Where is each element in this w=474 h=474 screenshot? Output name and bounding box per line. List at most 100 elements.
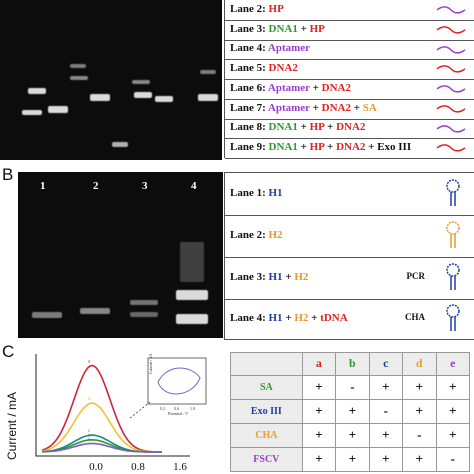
exo-iii-icon: [436, 144, 466, 152]
gel-image-b: 1 2 3 4: [18, 172, 223, 338]
legend-row: Lane 3: H1 + H2 PCR: [225, 257, 474, 300]
y-axis-label: Current / mA: [5, 392, 19, 460]
hp-icon: [436, 6, 466, 14]
aptamer-dna2-icon: [436, 85, 466, 93]
table-cell: -: [402, 422, 437, 448]
legend-text-segment: DNA2: [268, 62, 298, 75]
hairpin-icon: [446, 221, 460, 248]
legend-text-segment: P: [277, 2, 284, 15]
series-label: b: [88, 434, 91, 439]
series-label: e: [88, 438, 91, 443]
panel-letter-b: B: [2, 165, 14, 184]
inset-pointer: [129, 401, 151, 419]
table-cell: +: [435, 398, 470, 424]
legend-text-segment: DNA1: [268, 121, 298, 134]
dna1-hp-dna2-icon: [436, 124, 466, 133]
legend-text-segment: +: [309, 81, 322, 94]
hairpin-icon: [446, 263, 460, 290]
legend-text-segment: +: [282, 271, 295, 283]
legend-text-segment: Lane 3:: [230, 271, 269, 283]
series-label: c: [88, 429, 91, 434]
chart-axes: [35, 354, 190, 457]
table-cell: -: [435, 446, 470, 473]
lane-number: 3: [142, 180, 148, 192]
inset-xtick: 0.6: [174, 406, 179, 411]
legend-text-segment: H1: [268, 271, 283, 283]
legend-text-segment: +: [351, 101, 363, 114]
column-header: d: [402, 352, 437, 376]
lane-number: 2: [93, 180, 99, 192]
legend-text-segment: +: [324, 141, 337, 154]
table-cell: +: [301, 374, 337, 400]
gel-band: [176, 290, 208, 300]
lane-number: 4: [191, 180, 197, 192]
table-row: CHA + + + - +: [230, 422, 470, 448]
inset-xlabel: Potential / V: [168, 411, 188, 416]
row-label: SA: [230, 374, 303, 400]
legend-text-segment: Lane 4:: [230, 312, 269, 324]
x-tick-label: 1.6: [173, 461, 187, 473]
legend-row: Lane 5: DNA2: [225, 59, 474, 80]
column-header: a: [301, 352, 337, 376]
legend-text-segment: Aptamer: [267, 42, 311, 55]
legend-text-segment: DNA1: [268, 22, 298, 35]
gel-band: [155, 96, 173, 102]
legend-text-segment: H2: [294, 312, 309, 324]
gel-band: [80, 308, 110, 314]
series-line-a: [41, 364, 163, 453]
gel-band: [130, 312, 158, 317]
table-cell: -: [368, 398, 404, 424]
table-cell: +: [335, 446, 370, 473]
x-tick-label: 0.8: [131, 461, 145, 473]
legend-text-segment: DNA2: [336, 121, 366, 134]
row-label: FSCV: [230, 446, 303, 473]
legend-text-segment: HP: [309, 22, 325, 35]
legend-text-segment: Lane 5:: [230, 62, 269, 75]
legend-text-segment: H1: [268, 312, 283, 324]
table-cell: -: [335, 374, 370, 400]
condition-table: a b c d e SA + - + + + Exo III + + - + + CHA + + + - + FSCV + + + +…: [230, 352, 470, 473]
legend-text-segment: H2: [268, 229, 283, 241]
hairpin-icon: [446, 179, 460, 206]
inset-xtick: 0.2: [160, 406, 165, 411]
table-cell: +: [368, 422, 404, 448]
legend-text-segment: +: [309, 101, 322, 114]
legend-text-segment: SA: [362, 101, 377, 114]
x-tick-label: 0.0: [89, 461, 103, 473]
row-label: Exo III: [230, 398, 303, 424]
legend-row: Lane 6: Aptamer + DNA2: [225, 79, 474, 100]
legend-text-segment: Aptamer: [267, 81, 310, 94]
legend-text-segment: H2: [294, 271, 309, 283]
table-cell: +: [435, 422, 470, 448]
gel-band: [112, 142, 128, 147]
legend-row: Lane 2: H2: [225, 215, 474, 258]
sa-complex-icon: [436, 104, 466, 113]
legend-row: Lane 8: DNA1 + HP + DNA2: [225, 119, 474, 140]
legend-text-segment: Lane 6:: [230, 81, 268, 94]
inset-ylabel: Current / μA: [148, 354, 153, 374]
hairpin-icon: [446, 304, 460, 331]
column-header: e: [435, 352, 470, 376]
gel-band: [70, 64, 86, 68]
table-cell: +: [335, 398, 370, 424]
legend-row: Lane 4: H1 + H2 + tDNA CHA: [225, 299, 474, 339]
legend-text-segment: Lane 8:: [230, 121, 269, 134]
table-cell: +: [402, 446, 437, 473]
lane-number: 1: [40, 180, 46, 192]
gel-band: [22, 110, 42, 115]
legend-row: Lane 2: HP: [225, 0, 474, 21]
table-row: FSCV + + + + -: [230, 446, 470, 473]
series-line-e: [42, 442, 162, 453]
inset-frame: [147, 357, 207, 405]
gel-band: [134, 92, 152, 98]
column-header: c: [368, 352, 404, 376]
gel-band: [176, 314, 208, 324]
legend-text-segment: +: [297, 22, 310, 35]
table-cell: +: [402, 374, 437, 400]
legend-text-segment: Lane 4:: [230, 42, 268, 55]
gel-band: [48, 106, 68, 113]
gel-band: [32, 312, 62, 318]
scheme-note: PCR: [406, 271, 426, 281]
legend-text-segment: +: [282, 312, 295, 324]
table-cell: +: [435, 374, 470, 400]
